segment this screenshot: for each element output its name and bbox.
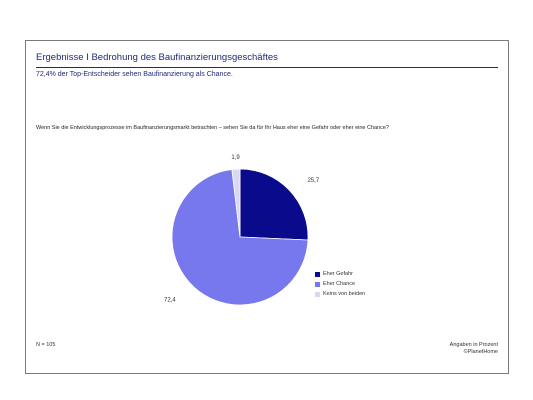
- legend-item: Eher Gefahr: [315, 269, 365, 279]
- legend-item: Keins von beiden: [315, 289, 365, 299]
- data-label: 72,4: [164, 297, 176, 303]
- pie-chart: 25,7 72,4 1,9: [164, 155, 320, 306]
- unit-note: Angaben in Prozent: [449, 342, 498, 348]
- title-divider: [36, 67, 498, 68]
- slide: Ergebnisse I Bedrohung des Baufinanzieru…: [25, 40, 509, 374]
- survey-question: Wenn Sie die Entwicklungsprozesse im Bau…: [36, 125, 390, 131]
- legend-label: Eher Gefahr: [323, 271, 353, 277]
- data-label: 1,9: [231, 155, 240, 161]
- legend-item: Eher Chance: [315, 279, 365, 289]
- chart-legend: Eher Gefahr Eher Chance Keins von beiden: [315, 269, 365, 299]
- pie-slice: [239, 168, 309, 241]
- legend-swatch: [315, 281, 320, 287]
- sample-size: N = 105: [36, 342, 56, 348]
- source-credit: ©PlanetHome: [463, 349, 498, 355]
- data-label: 25,7: [307, 178, 319, 184]
- slide-title: Ergebnisse I Bedrohung des Baufinanzieru…: [36, 52, 278, 63]
- legend-label: Eher Chance: [323, 281, 356, 287]
- pie-slice: [231, 168, 241, 238]
- pie-slice: [171, 169, 309, 306]
- slide-subtitle: 72,4% der Top-Entscheider sehen Baufinan…: [36, 71, 233, 78]
- legend-swatch: [315, 271, 320, 277]
- legend-label: Keins von beiden: [323, 291, 366, 297]
- footer-note: Angaben in Prozent ©PlanetHome: [450, 342, 498, 356]
- legend-swatch: [315, 291, 320, 297]
